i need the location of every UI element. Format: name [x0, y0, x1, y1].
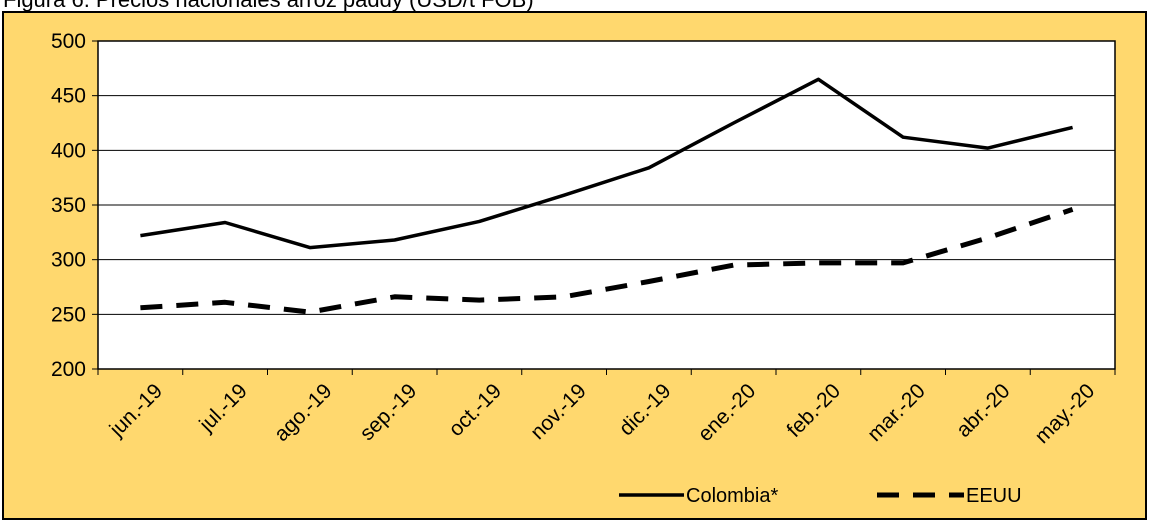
y-tick-label: 400 [51, 139, 86, 162]
y-tick-label: 250 [51, 303, 86, 326]
y-tick-label: 450 [51, 85, 86, 108]
gridlines [98, 95, 1115, 315]
x-axis-ticks: jun.-19 jul.-19 ago.-19 sep.-19 oct.-19 nov.-… [97, 369, 1116, 448]
y-tick-label: 350 [51, 194, 86, 217]
x-tick-label: abr.-20 [952, 379, 1015, 442]
x-tick-label: dic.-19 [615, 379, 676, 440]
x-tick-label: feb.-20 [783, 379, 846, 442]
figure-title: Figura 6. Precios nacionales arroz paddy… [3, 0, 534, 14]
x-tick-label: mar.-20 [863, 379, 930, 446]
legend-label: Colombia* [686, 485, 778, 507]
x-tick-label: oct.-19 [444, 379, 506, 441]
series-line-eeuu [140, 207, 1074, 315]
series-lines [140, 77, 1074, 315]
y-tick-label: 500 [51, 30, 86, 53]
x-tick-label: jun.-19 [105, 379, 167, 441]
x-tick-label: ene.-20 [694, 379, 761, 446]
y-tick-label: 300 [51, 249, 86, 272]
y-tick-label: 200 [51, 358, 86, 381]
y-axis-ticks: 200 250 300 350 400 450 500 [51, 30, 98, 381]
x-tick-label: may.-20 [1030, 379, 1099, 448]
series-line-colombia [140, 77, 1074, 250]
line-chart: 200 250 300 350 400 450 500 jun.-19 jul.-19 ago.… [51, 30, 1116, 507]
x-tick-label: sep.-19 [356, 379, 422, 445]
x-tick-label: jul.-19 [194, 379, 251, 436]
x-tick-label: ago.-19 [270, 379, 337, 446]
chart-area: 200 250 300 350 400 450 500 jun.-19 jul.-19 ago.… [2, 11, 1147, 520]
legend: Colombia* EEUU [619, 485, 1022, 507]
x-tick-label: nov.-19 [526, 379, 591, 444]
legend-label: EEUU [966, 485, 1022, 507]
